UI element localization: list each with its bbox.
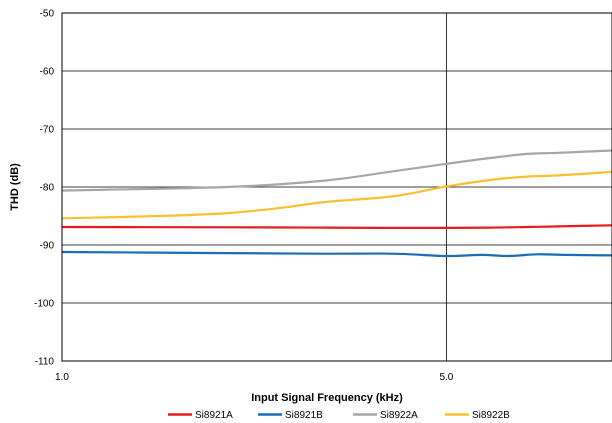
legend: Si8921A Si8921B Si8922A Si8922B bbox=[168, 410, 510, 421]
y-tick-label: -100 bbox=[34, 299, 54, 310]
series-line-si8922a bbox=[61, 149, 612, 192]
y-tick-label: -90 bbox=[40, 241, 55, 252]
y-tick-label: -70 bbox=[40, 125, 55, 136]
series-line-si8922b bbox=[61, 170, 612, 220]
legend-label-si8921b: Si8921B bbox=[285, 410, 323, 421]
x-tick-labels: 1.0 5.0 bbox=[55, 372, 454, 383]
y-tick-label: -50 bbox=[40, 9, 55, 20]
x-tick-label: 1.0 bbox=[55, 372, 69, 383]
legend-label-si8922a: Si8922A bbox=[380, 410, 418, 421]
y-axis-label: THD (dB) bbox=[9, 163, 21, 211]
grid-lines bbox=[61, 12, 612, 362]
legend-label-si8921a: Si8921A bbox=[195, 410, 233, 421]
x-tick-label: 5.0 bbox=[439, 372, 453, 383]
series-line-si8921b bbox=[61, 250, 612, 258]
y-tick-label: -110 bbox=[35, 357, 55, 368]
y-tick-label: -60 bbox=[40, 67, 55, 78]
x-axis-label: Input Signal Frequency (kHz) bbox=[251, 392, 403, 404]
y-tick-labels: -50 -60 -70 -80 -90 -100 -110 bbox=[34, 9, 54, 368]
series-lines bbox=[61, 149, 612, 258]
y-tick-label: -80 bbox=[40, 183, 55, 194]
series-line-si8921a bbox=[61, 224, 612, 230]
plot-frame bbox=[61, 12, 612, 362]
legend-label-si8922b: Si8922B bbox=[472, 410, 510, 421]
